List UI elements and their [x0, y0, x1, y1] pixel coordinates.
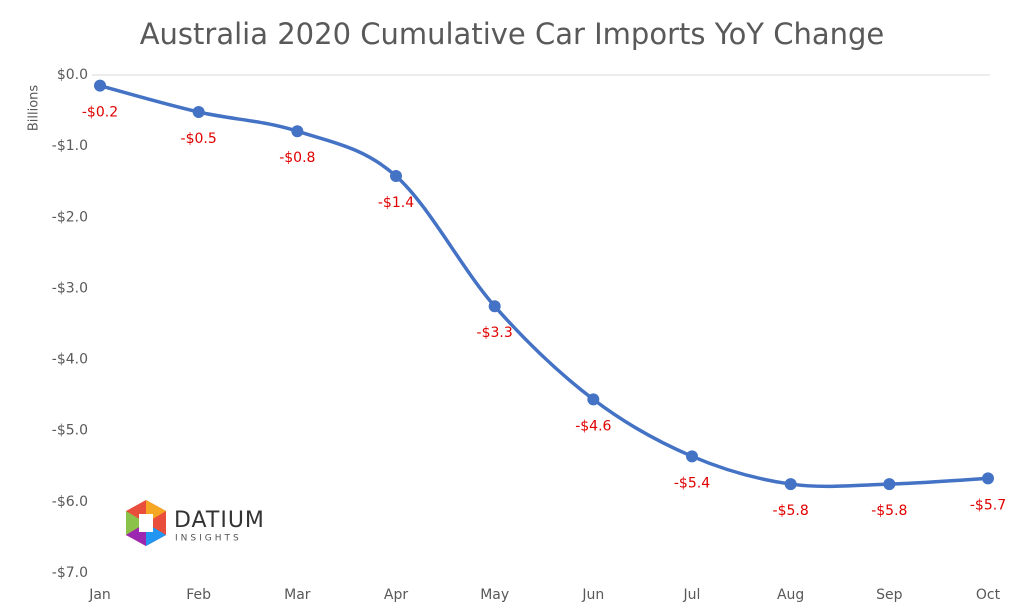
- x-tick-label: Oct: [976, 587, 1001, 603]
- x-tick-label: Jun: [581, 587, 604, 603]
- x-tick-label: May: [480, 587, 509, 603]
- y-tick-label: -$7.0: [52, 565, 88, 581]
- data-label: -$5.7: [970, 497, 1006, 513]
- x-tick-label: Aug: [777, 587, 804, 603]
- data-label: -$3.3: [477, 325, 513, 341]
- x-tick-label: Apr: [384, 587, 408, 603]
- data-point: [94, 79, 106, 92]
- x-tick-label: Jul: [683, 587, 701, 603]
- x-tick-label: Mar: [284, 587, 311, 603]
- data-point: [390, 170, 402, 183]
- y-tick-label: -$4.0: [52, 352, 88, 368]
- y-tick-label: -$6.0: [52, 494, 88, 510]
- data-label: -$5.4: [674, 475, 710, 491]
- data-point: [883, 478, 896, 491]
- data-point: [784, 478, 797, 491]
- x-tick-label: Feb: [186, 587, 211, 603]
- data-point: [686, 450, 698, 463]
- x-tick-label: Jan: [88, 587, 111, 603]
- data-point: [982, 472, 994, 485]
- data-label: -$5.8: [871, 503, 907, 519]
- data-label: -$0.5: [181, 131, 217, 147]
- y-tick-label: -$1.0: [52, 138, 88, 154]
- data-point: [587, 393, 600, 406]
- logo-tagline: INSIGHTS: [175, 534, 242, 544]
- data-label: -$1.4: [378, 195, 414, 211]
- data-point: [192, 105, 205, 118]
- data-point: [291, 125, 304, 138]
- data-label: -$0.2: [82, 105, 118, 121]
- logo-icon: [139, 514, 153, 532]
- data-label: -$5.8: [773, 503, 809, 519]
- y-tick-label: $0.0: [57, 67, 88, 83]
- logo-name: DATIUM: [174, 508, 265, 533]
- y-tick-label: -$2.0: [52, 209, 88, 225]
- x-tick-label: Sep: [876, 587, 903, 603]
- data-point: [488, 300, 501, 313]
- y-axis-label: Billions: [27, 85, 42, 132]
- data-label: -$0.8: [279, 150, 315, 166]
- y-tick-label: -$3.0: [52, 280, 88, 296]
- logo-icon: [126, 511, 146, 535]
- chart-title: Australia 2020 Cumulative Car Imports Yo…: [140, 17, 885, 51]
- y-tick-label: -$5.0: [52, 423, 88, 439]
- logo: DATIUM INSIGHTS: [126, 500, 265, 546]
- data-label: -$4.6: [575, 418, 611, 434]
- series-line: [99, 83, 989, 489]
